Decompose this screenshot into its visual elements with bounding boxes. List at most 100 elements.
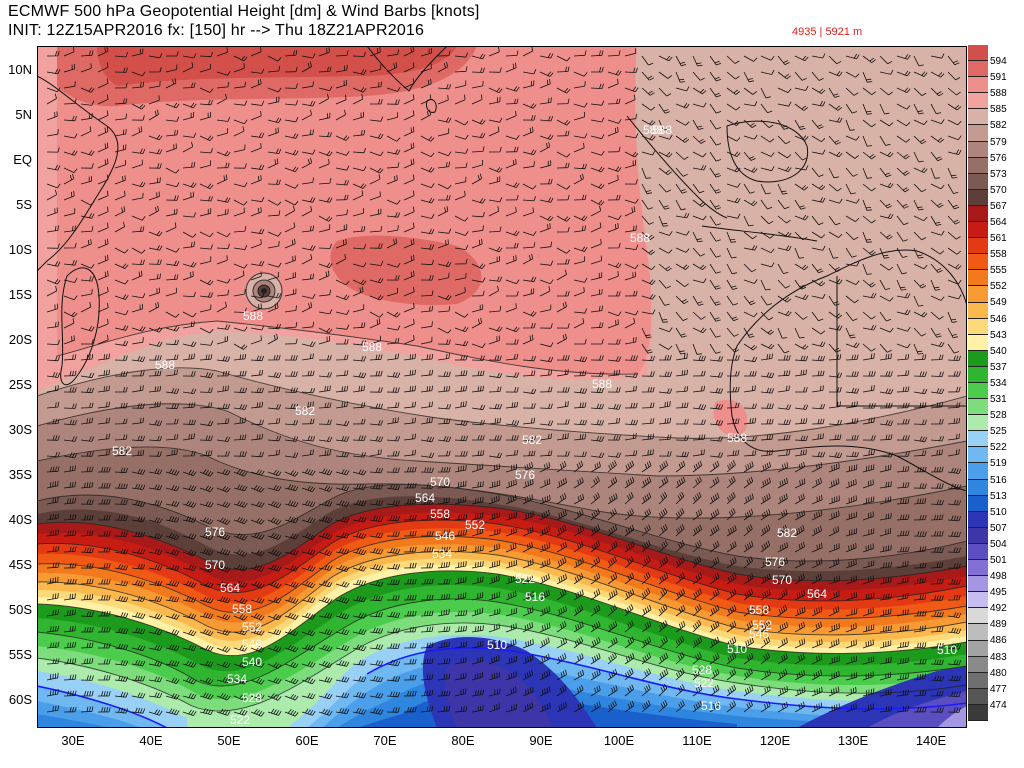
wind-barb <box>46 339 60 345</box>
colorbar-level: 477 <box>968 672 1019 695</box>
wind-barb <box>437 61 449 73</box>
wind-barb <box>658 476 669 489</box>
wind-barb <box>131 192 144 201</box>
wind-barb <box>488 452 503 459</box>
wind-barb <box>505 449 519 457</box>
wind-barb <box>692 555 702 569</box>
wind-barb <box>709 356 724 362</box>
wind-barb <box>573 684 584 697</box>
wind-barb <box>318 309 333 315</box>
wind-barb <box>114 190 126 201</box>
contour-label: 588 <box>652 123 672 137</box>
latitude-label: 25S <box>8 377 32 392</box>
wind-barb <box>318 708 333 716</box>
wind-barb <box>573 477 584 489</box>
colorbar-level: 594 <box>968 45 1019 67</box>
wind-barb <box>165 195 179 201</box>
colorbar-label: 579 <box>990 136 1007 148</box>
contour-label: 576 <box>205 525 225 539</box>
wind-barb <box>675 279 689 288</box>
wind-barb <box>930 371 944 377</box>
wind-barb <box>98 627 111 633</box>
wind-barb <box>675 588 686 601</box>
wind-barb <box>98 530 111 537</box>
wind-barb <box>488 206 500 217</box>
wind-barb <box>472 435 485 441</box>
contour-label: 546 <box>435 529 455 543</box>
colorbar-swatch <box>968 189 988 206</box>
wind-barb <box>913 483 927 489</box>
colorbar-label: 522 <box>990 442 1007 454</box>
wind-barb <box>131 500 146 507</box>
wind-barb <box>726 476 736 489</box>
wind-barb <box>284 484 299 492</box>
wind-barb <box>284 612 299 620</box>
wind-barb <box>777 653 788 665</box>
wind-barb <box>471 277 486 283</box>
wind-barb <box>777 370 791 377</box>
wind-barb <box>369 116 384 122</box>
wind-barb <box>369 499 384 506</box>
wind-barb <box>386 659 401 667</box>
wind-barb <box>386 371 401 378</box>
wind-barb <box>199 160 211 169</box>
wind-barb <box>114 467 128 474</box>
wind-barb <box>896 641 909 649</box>
wind-barb <box>216 335 228 345</box>
wind-barb <box>199 708 214 715</box>
wind-barb <box>369 627 384 634</box>
wind-barb <box>862 464 875 473</box>
wind-barb <box>879 247 890 259</box>
wind-barb <box>438 466 451 473</box>
colorbar-swatch <box>968 576 988 593</box>
wind-barb <box>777 573 788 585</box>
wind-barb <box>488 511 500 521</box>
wind-barb <box>794 525 805 537</box>
wind-barb <box>828 703 840 713</box>
wind-barb <box>862 311 876 320</box>
wind-barb <box>913 371 927 377</box>
wind-barb <box>46 261 61 267</box>
wind-barb <box>97 62 109 73</box>
wind-barb <box>420 321 433 329</box>
wind-barb <box>522 702 534 713</box>
wind-barb <box>267 158 279 169</box>
wind-barb <box>165 677 180 684</box>
wind-barb <box>624 541 635 553</box>
wind-barb <box>556 451 570 457</box>
wind-barb <box>386 337 400 345</box>
wind-barb <box>879 657 892 665</box>
wind-barb <box>879 705 893 713</box>
wind-barb <box>454 496 467 505</box>
wind-barb <box>862 215 876 224</box>
wind-barb <box>403 190 415 201</box>
wind-barb <box>369 151 384 157</box>
wind-barb <box>828 543 840 553</box>
wind-barb <box>573 225 586 233</box>
wind-barb <box>658 524 668 537</box>
colorbar-swatch <box>968 511 988 528</box>
wind-barb <box>743 215 754 227</box>
wind-barb <box>522 311 537 317</box>
wind-barb <box>879 672 891 681</box>
wind-barb <box>182 341 197 347</box>
wind-barb <box>930 279 941 291</box>
wind-barb <box>641 652 652 665</box>
wind-barb <box>250 355 264 362</box>
wind-barb <box>131 259 145 265</box>
wind-barb <box>743 700 753 713</box>
wind-barb <box>607 311 622 317</box>
colorbar-label: 525 <box>990 426 1007 438</box>
wind-barb <box>352 340 367 346</box>
wind-barb <box>182 212 197 218</box>
wind-barb <box>930 707 944 713</box>
wind-barb <box>947 294 962 300</box>
wind-barb <box>760 279 771 291</box>
wind-barb <box>624 668 634 681</box>
wind-barb <box>46 321 59 329</box>
wind-barb <box>743 263 757 273</box>
wind-barb <box>284 272 296 281</box>
wind-barb <box>862 703 874 713</box>
wind-barb <box>590 50 604 57</box>
longitude-label: 60E <box>295 733 319 748</box>
